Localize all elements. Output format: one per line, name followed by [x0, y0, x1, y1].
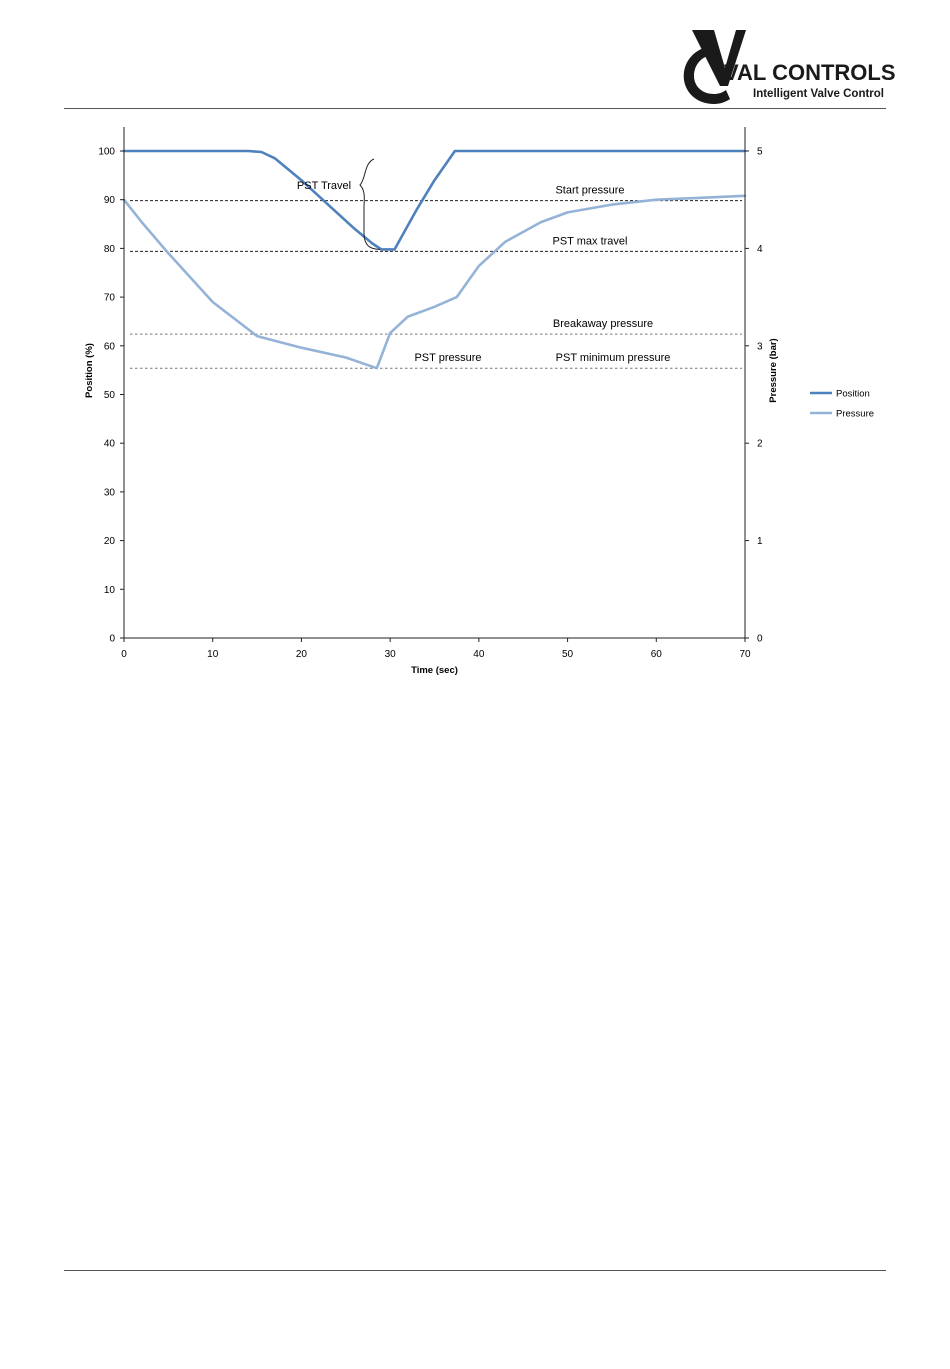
pst-travel-label: PST Travel [297, 180, 351, 192]
legend-label: Pressure [836, 409, 874, 420]
x-tick-label: 0 [121, 649, 127, 660]
brand-name: VAL CONTROLS [724, 60, 896, 85]
y-tick-label: 30 [104, 487, 116, 498]
y-tick-label: 0 [109, 634, 115, 645]
reference-lines: Start pressure PST max travel Breakaway pr… [130, 185, 742, 369]
y-tick-label: 80 [104, 244, 116, 255]
x-tick-label: 50 [562, 649, 574, 660]
y2-tick-label: 4 [757, 244, 763, 255]
reference-line-label: Breakaway pressure [553, 318, 653, 330]
x-tick-label: 70 [739, 649, 751, 660]
annotations: PST Travel PST pressure [297, 158, 482, 364]
pst-travel-brace [359, 158, 381, 250]
x-tick-label: 20 [296, 649, 308, 660]
footer-rule [64, 1270, 886, 1271]
y2-tick-label: 5 [757, 147, 763, 158]
y2-tick-label: 2 [757, 439, 763, 450]
legend-label: Position [836, 389, 870, 400]
y2-tick-label: 0 [757, 634, 763, 645]
y2-tick-label: 3 [757, 341, 763, 352]
x-tick-label: 40 [473, 649, 485, 660]
x-axis-label: Time (sec) [411, 665, 458, 676]
series-line-pressure [122, 194, 747, 370]
y-tick-label: 60 [104, 341, 116, 352]
reference-line-label: Start pressure [555, 185, 624, 197]
x-tick-label: 30 [385, 649, 397, 660]
y2-axis-label: Pressure (bar) [768, 338, 779, 402]
brand-tagline: Intelligent Valve Control [753, 88, 884, 100]
y-tick-label: 70 [104, 293, 116, 304]
header-rule [64, 108, 886, 109]
reference-line-label: PST minimum pressure [556, 352, 671, 364]
y-tick-label: 40 [104, 439, 116, 450]
y-tick-label: 90 [104, 195, 116, 206]
series-lines [122, 149, 747, 370]
x-tick-label: 10 [207, 649, 219, 660]
reference-line-label: PST max travel [553, 235, 628, 247]
pst-pressure-label: PST pressure [414, 352, 481, 364]
y2-tick-label: 1 [757, 536, 763, 547]
val-controls-logo [683, 30, 746, 104]
y-tick-label: 50 [104, 390, 116, 401]
y-tick-label: 20 [104, 536, 116, 547]
y-tick-label: 100 [98, 147, 115, 158]
legend: Position Pressure [810, 389, 874, 420]
x-tick-label: 60 [651, 649, 663, 660]
y-axis-label: Position (%) [84, 343, 95, 398]
series-line-position [122, 149, 747, 251]
pst-chart: Start pressure PST max travel Breakaway pr… [84, 127, 874, 676]
y-tick-label: 10 [104, 585, 116, 596]
